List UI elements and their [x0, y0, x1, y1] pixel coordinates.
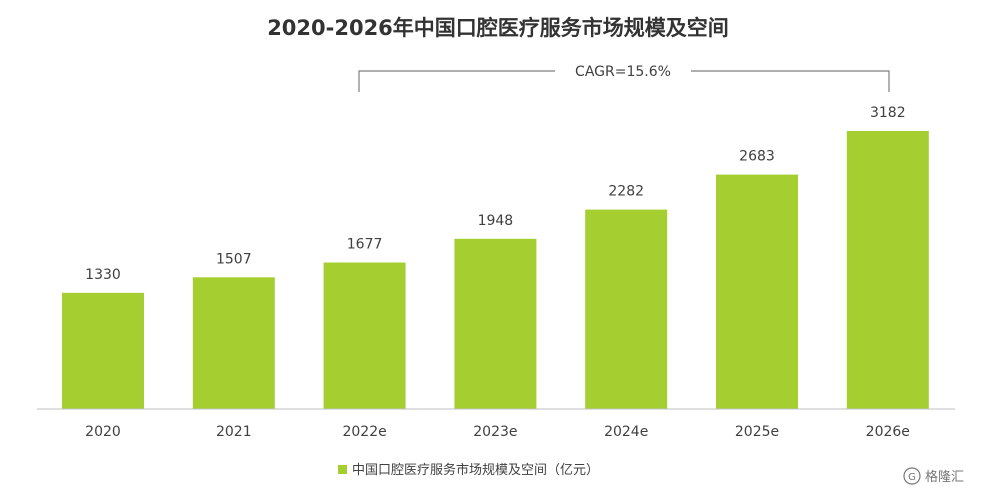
x-tick-2023e: 2023e	[473, 424, 517, 440]
x-tick-2024e: 2024e	[604, 424, 648, 440]
x-tick-labels: 2020 2021 2022e 2023e 2024e 2025e 2026e	[85, 424, 910, 440]
watermark: G 格隆汇	[903, 467, 964, 485]
watermark-logo-icon	[903, 467, 921, 485]
bar-2025e	[716, 174, 798, 409]
legend-label: 中国口腔医疗服务市场规模及空间（亿元）	[352, 462, 599, 478]
x-tick-2025e: 2025e	[735, 424, 779, 440]
cagr-label: CAGR=15.6%	[575, 64, 671, 80]
value-label-2025e: 2683	[739, 149, 775, 165]
bar-2020	[62, 292, 144, 409]
bar-2022e	[323, 262, 406, 409]
bar-2026e	[846, 131, 929, 409]
cagr-bracket-left	[358, 70, 555, 92]
value-label-2023e: 1948	[478, 213, 514, 229]
x-tick-2026e: 2026e	[866, 424, 910, 440]
cagr-bracket-right	[691, 70, 890, 92]
bar-series	[62, 131, 929, 409]
watermark-logo-glyph: G	[908, 472, 916, 483]
x-tick-2022e: 2022e	[342, 424, 386, 440]
bar-2023e	[454, 238, 537, 409]
watermark-text: 格隆汇	[925, 469, 964, 485]
value-label-2022e: 1677	[347, 237, 383, 253]
x-tick-2021: 2021	[216, 424, 252, 440]
chart-title: 2020-2026年中国口腔医疗服务市场规模及空间	[267, 16, 729, 40]
bar-2024e	[585, 209, 668, 409]
value-label-2020: 1330	[85, 267, 121, 283]
legend: 中国口腔医疗服务市场规模及空间（亿元）	[338, 462, 599, 478]
bar-2021	[192, 277, 275, 409]
value-label-2024e: 2282	[608, 184, 644, 200]
x-tick-2020: 2020	[85, 424, 121, 440]
value-labels: 1330 1507 1677 1948 2282 2683 3182	[85, 105, 905, 283]
cagr-bracket: CAGR=15.6%	[358, 64, 890, 92]
legend-swatch	[338, 465, 347, 474]
value-label-2021: 1507	[216, 251, 252, 267]
value-label-2026e: 3182	[870, 105, 906, 121]
